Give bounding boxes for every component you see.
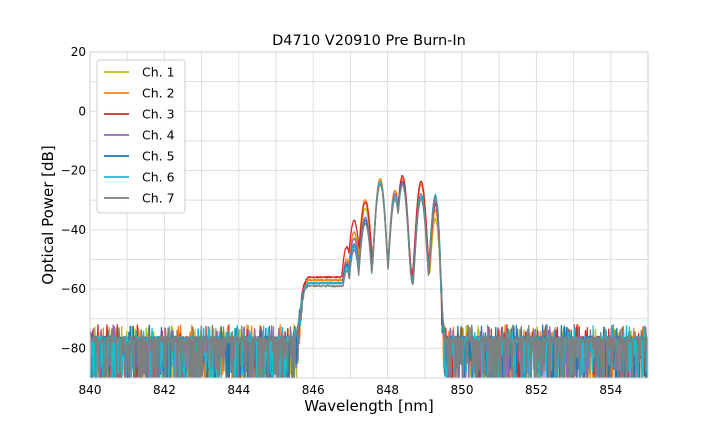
legend-label-ch-3: Ch. 3 bbox=[142, 107, 175, 122]
x-tick-label: 846 bbox=[302, 383, 325, 397]
x-tick-label: 842 bbox=[153, 383, 176, 397]
legend-label-ch-7: Ch. 7 bbox=[142, 191, 175, 206]
legend-label-ch-6: Ch. 6 bbox=[142, 170, 175, 185]
y-tick-label: 20 bbox=[71, 45, 86, 59]
x-axis-label: Wavelength [nm] bbox=[304, 397, 434, 415]
x-tick-label: 854 bbox=[599, 383, 622, 397]
y-tick-label: −80 bbox=[61, 341, 86, 355]
x-tick-label: 850 bbox=[451, 383, 474, 397]
legend-label-ch-2: Ch. 2 bbox=[142, 86, 175, 101]
series-line-ch-7 bbox=[90, 183, 648, 378]
plot-frame bbox=[89, 51, 649, 379]
tick-labels: 840 842 844 846 848 850 852 854 20 0 −20 −40 −60 −80 bbox=[61, 45, 623, 397]
legend-label-ch-4: Ch. 4 bbox=[142, 128, 175, 143]
y-axis-label: Optical Power [dB] bbox=[39, 145, 57, 284]
y-tick-label: −60 bbox=[61, 282, 86, 296]
series-layer bbox=[90, 174, 648, 378]
legend-label-ch-5: Ch. 5 bbox=[142, 149, 175, 164]
chart-title: D4710 V20910 Pre Burn-In bbox=[272, 33, 466, 49]
x-tick-label: 840 bbox=[79, 383, 102, 397]
legend-box bbox=[96, 59, 186, 214]
x-tick-label: 852 bbox=[525, 383, 548, 397]
legend-label-ch-1: Ch. 1 bbox=[142, 65, 175, 80]
x-tick-label: 844 bbox=[227, 383, 250, 397]
y-tick-label: −40 bbox=[61, 223, 86, 237]
y-tick-label: 0 bbox=[78, 104, 86, 118]
legend: Ch. 1 Ch. 2 Ch. 3 Ch. 4 Ch. 5 Ch. 6 Ch. 7 bbox=[96, 59, 186, 214]
x-tick-label: 848 bbox=[376, 383, 399, 397]
y-tick-label: −20 bbox=[61, 164, 86, 178]
